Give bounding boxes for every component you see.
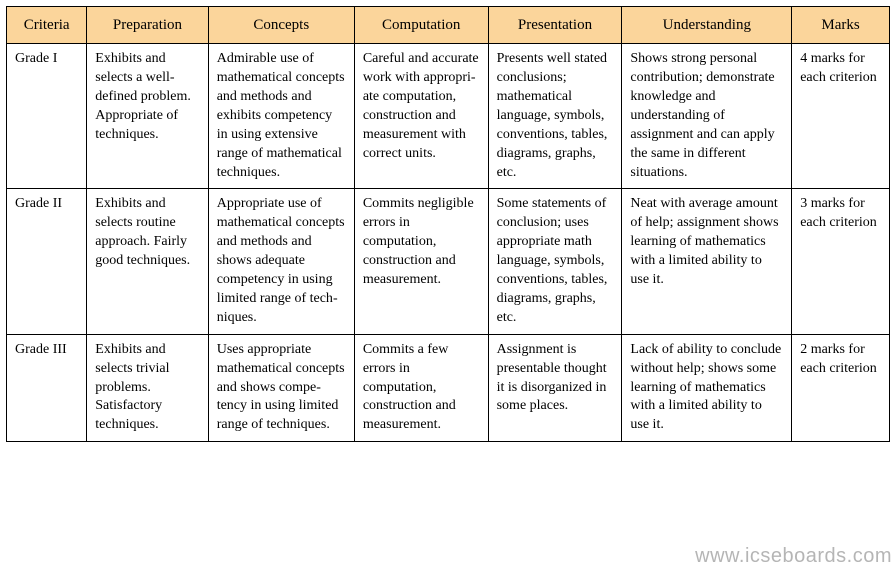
cell-presentation: Assignment is presentable thought it is … bbox=[488, 334, 622, 441]
cell-marks: 4 marks for each criterion bbox=[792, 44, 890, 189]
cell-preparation: Exhibits and selects a well-defined prob… bbox=[87, 44, 208, 189]
cell-criteria: Grade I bbox=[7, 44, 87, 189]
cell-understanding: Shows strong personal contribu­tion; dem… bbox=[622, 44, 792, 189]
table-header-row: Criteria Preparation Concepts Computatio… bbox=[7, 7, 890, 44]
cell-computation: Commits neg­ligible errors in computatio… bbox=[354, 189, 488, 334]
cell-criteria: Grade III bbox=[7, 334, 87, 441]
cell-presentation: Presents well stated conclusions; mathem… bbox=[488, 44, 622, 189]
cell-preparation: Exhibits and selects routine approach. F… bbox=[87, 189, 208, 334]
cell-understanding: Neat with aver­age amount of help; assig… bbox=[622, 189, 792, 334]
table-row: Grade II Exhibits and selects routine ap… bbox=[7, 189, 890, 334]
cell-criteria: Grade II bbox=[7, 189, 87, 334]
cell-presentation: Some state­ments of con­clusion; uses ap… bbox=[488, 189, 622, 334]
col-preparation: Preparation bbox=[87, 7, 208, 44]
cell-understanding: Lack of ability to conclude with­out hel… bbox=[622, 334, 792, 441]
cell-computation: Commits a few errors in computation, con… bbox=[354, 334, 488, 441]
col-criteria: Criteria bbox=[7, 7, 87, 44]
cell-marks: 3 marks for each criterion bbox=[792, 189, 890, 334]
col-understanding: Understanding bbox=[622, 7, 792, 44]
col-concepts: Concepts bbox=[208, 7, 354, 44]
watermark-text: www.icseboards.com bbox=[695, 545, 892, 568]
cell-concepts: Uses appropriate mathematical concepts a… bbox=[208, 334, 354, 441]
rubric-table-container: Criteria Preparation Concepts Computatio… bbox=[6, 6, 890, 442]
col-presentation: Presentation bbox=[488, 7, 622, 44]
cell-computation: Careful and accurate work with appropri­… bbox=[354, 44, 488, 189]
cell-concepts: Appropriate use of mathematical concepts… bbox=[208, 189, 354, 334]
rubric-table: Criteria Preparation Concepts Computatio… bbox=[6, 6, 890, 442]
table-row: Grade III Exhibits and selects trivial p… bbox=[7, 334, 890, 441]
cell-concepts: Admirable use of mathematical concepts a… bbox=[208, 44, 354, 189]
cell-preparation: Exhibits and selects trivial problems. S… bbox=[87, 334, 208, 441]
table-row: Grade I Exhibits and selects a well-defi… bbox=[7, 44, 890, 189]
cell-marks: 2 marks for each criterion bbox=[792, 334, 890, 441]
col-computation: Computation bbox=[354, 7, 488, 44]
col-marks: Marks bbox=[792, 7, 890, 44]
